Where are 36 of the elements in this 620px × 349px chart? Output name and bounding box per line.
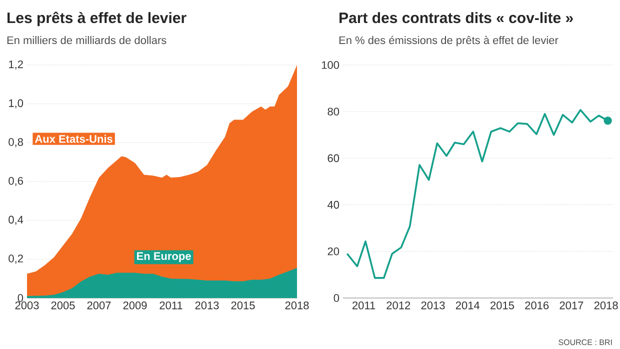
x-tick-label: 2017 bbox=[560, 302, 584, 310]
x-tick-label: 2007 bbox=[87, 302, 111, 310]
x-tick-label: 2003 bbox=[15, 302, 39, 310]
x-tick-label: 2012 bbox=[386, 302, 410, 310]
series-label: Aux Etats-Unis bbox=[34, 134, 112, 143]
y-tick-label: 0,6 bbox=[8, 176, 24, 186]
y-tick-label: 1,0 bbox=[9, 99, 24, 108]
chart-subtitle: En milliers de milliards de dollars bbox=[7, 36, 166, 44]
series-label: En Europe bbox=[137, 252, 191, 262]
y-tick-label: 20 bbox=[328, 248, 340, 256]
x-tick-label: 2018 bbox=[285, 302, 309, 310]
x-tick-label: 2015 bbox=[231, 302, 255, 310]
chart-title: Les prêts à effet de levier bbox=[8, 12, 186, 26]
y-tick-label: 0 bbox=[18, 294, 24, 302]
y-tick-label: 1,2 bbox=[9, 60, 23, 70]
y-tick-label: 0 bbox=[334, 294, 340, 302]
x-tick-label: 2016 bbox=[525, 302, 549, 310]
y-tick-label: 60 bbox=[328, 154, 340, 162]
y-tick-label: 0,8 bbox=[8, 138, 24, 148]
y-tick-label: 0,2 bbox=[8, 254, 23, 264]
x-tick-label: 2011 bbox=[160, 302, 182, 310]
x-tick-label: 2013 bbox=[421, 302, 445, 310]
x-tick-label: 2005 bbox=[51, 302, 75, 310]
x-tick-label: 2011 bbox=[352, 302, 376, 310]
source-note: SOURCE : BRI bbox=[558, 339, 612, 346]
x-tick-label: 2015 bbox=[490, 302, 514, 310]
y-tick-label: 100 bbox=[322, 61, 340, 69]
x-tick-label: 2014 bbox=[456, 302, 480, 310]
x-tick-label: 2018 bbox=[594, 302, 618, 310]
y-tick-label: 40 bbox=[328, 200, 340, 209]
y-tick-label: 80 bbox=[328, 108, 340, 116]
chart-subtitle: En % des émissions de prêts à effet de levier bbox=[339, 36, 558, 46]
chart-title: Part des contrats dits « cov-lite » bbox=[340, 12, 573, 24]
x-tick-label: 2013 bbox=[195, 302, 219, 310]
x-tick-label: 2009 bbox=[123, 302, 147, 310]
y-tick-label: 0,4 bbox=[8, 216, 24, 225]
